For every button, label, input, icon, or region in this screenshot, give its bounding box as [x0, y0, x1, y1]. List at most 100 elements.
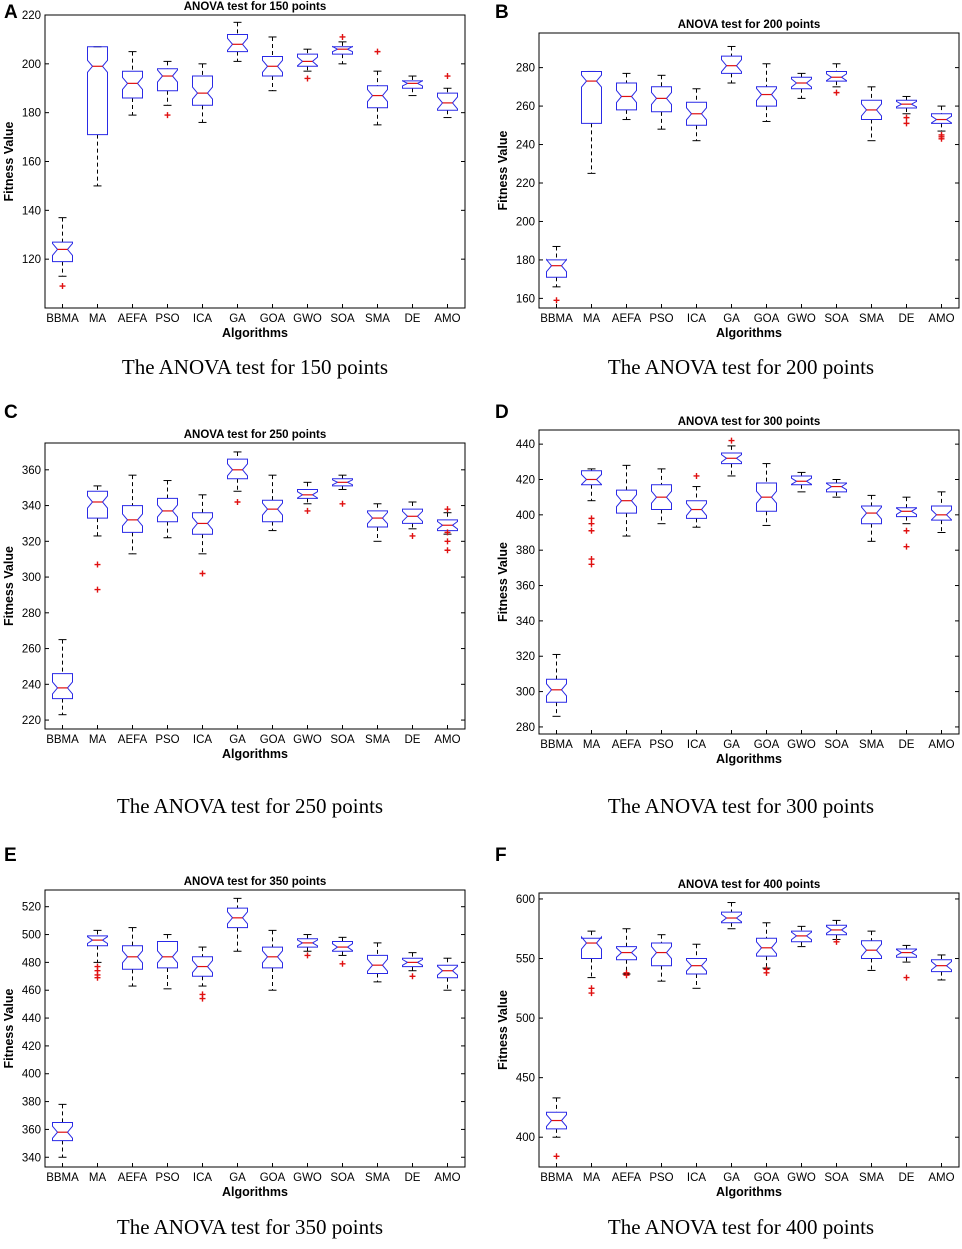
panel-caption: The ANOVA test for 400 points	[607, 1215, 875, 1239]
box-body	[791, 930, 812, 943]
box-body	[87, 935, 108, 947]
boxplot-chart: ANOVA test for 200 points 160 180 200 220 240…	[496, 19, 960, 340]
y-tick-label: 140	[22, 205, 41, 217]
x-tick-label: PSO	[649, 1172, 673, 1184]
box-body	[546, 1111, 567, 1130]
y-tick-label: 520	[22, 902, 41, 914]
outlier	[728, 437, 735, 444]
panel-letter: A	[4, 2, 18, 23]
box-body	[756, 86, 777, 107]
box-body	[52, 1122, 73, 1142]
box-body	[686, 958, 707, 975]
box-body	[581, 935, 602, 959]
y-tick-label: 200	[22, 59, 41, 71]
x-tick-label: AEFA	[612, 739, 642, 751]
y-tick-label: 400	[516, 510, 535, 522]
box-body	[826, 924, 847, 936]
outlier	[339, 33, 346, 40]
x-axis-label: Algorithms	[716, 1185, 782, 1199]
outlier	[59, 283, 66, 290]
box-ma	[87, 485, 108, 593]
y-tick-label: 200	[516, 216, 535, 228]
x-tick-label: BBMA	[540, 1172, 573, 1184]
y-tick-label: 420	[22, 1041, 41, 1053]
y-tick-label: 340	[22, 501, 41, 513]
y-tick-label: 220	[22, 10, 41, 22]
y-axis-label: Fitness Value	[2, 122, 16, 202]
y-tick-label: 160	[516, 293, 535, 305]
panel-caption: The ANOVA test for 300 points	[607, 794, 875, 818]
plot-frame	[538, 32, 960, 309]
box-pso	[157, 480, 178, 539]
box-gwo	[297, 48, 318, 82]
y-tick-label: 260	[516, 101, 535, 113]
outlier	[94, 963, 101, 970]
box-body	[87, 490, 108, 519]
x-tick-label: AEFA	[612, 1172, 642, 1184]
outlier	[304, 952, 311, 959]
x-tick-label: AEFA	[118, 1172, 148, 1184]
outlier	[444, 506, 451, 513]
y-tick-label: 240	[22, 679, 41, 691]
box-soa	[826, 919, 847, 945]
box-body	[651, 86, 672, 113]
outlier	[588, 520, 595, 527]
y-tick-label: 460	[22, 985, 41, 997]
x-tick-label: SOA	[330, 1172, 355, 1184]
box-soa	[826, 63, 847, 96]
x-tick-label: GA	[229, 313, 246, 325]
x-tick-label: BBMA	[46, 1172, 79, 1184]
outlier	[588, 556, 595, 563]
box-de	[402, 75, 423, 97]
box-soa	[826, 478, 847, 498]
box-body	[157, 68, 178, 92]
x-tick-label: MA	[583, 1172, 601, 1184]
box-body	[192, 956, 213, 977]
x-tick-label: GA	[723, 1172, 740, 1184]
box-aefa	[616, 928, 637, 979]
x-tick-label: AEFA	[118, 734, 148, 746]
outlier	[833, 89, 840, 96]
x-tick-label: AMO	[928, 313, 954, 325]
x-tick-label: AEFA	[612, 313, 642, 325]
x-tick-label: GWO	[293, 734, 322, 746]
outlier	[588, 527, 595, 534]
x-tick-label: GWO	[293, 313, 322, 325]
box-ica	[686, 472, 707, 528]
outlier	[763, 966, 770, 973]
box-goa	[756, 922, 777, 976]
outlier	[339, 960, 346, 967]
y-tick-label: 500	[22, 930, 41, 942]
y-tick-label: 300	[22, 572, 41, 584]
x-tick-label: GA	[723, 739, 740, 751]
box-ica	[192, 946, 213, 1002]
box-body	[896, 507, 917, 518]
outlier	[693, 472, 700, 479]
outlier	[199, 570, 206, 577]
box-body	[581, 470, 602, 486]
box-body	[437, 92, 458, 111]
panel-caption: The ANOVA test for 150 points	[121, 355, 389, 379]
outlier	[553, 1153, 560, 1160]
x-tick-label: SMA	[859, 313, 884, 325]
box-bbma	[546, 245, 567, 304]
box-bbma	[52, 217, 73, 290]
outlier	[903, 543, 910, 550]
box-gwo	[297, 934, 318, 959]
box-body	[616, 82, 637, 111]
x-tick-label: SOA	[330, 313, 355, 325]
x-tick-label: PSO	[155, 313, 179, 325]
box-body	[791, 76, 812, 90]
x-axis-label: Algorithms	[716, 752, 782, 766]
box-body	[546, 258, 567, 278]
box-body	[192, 75, 213, 106]
box-pso	[651, 468, 672, 525]
x-tick-label: DE	[899, 1172, 915, 1184]
box-sma	[861, 930, 882, 971]
box-aefa	[616, 72, 637, 121]
x-tick-label: PSO	[155, 1172, 179, 1184]
x-tick-label: AMO	[434, 1172, 460, 1184]
box-sma	[367, 503, 388, 542]
x-tick-label: SMA	[365, 313, 390, 325]
boxplot-chart: ANOVA test for 400 points 400 450 500 550 600…	[496, 879, 960, 1199]
